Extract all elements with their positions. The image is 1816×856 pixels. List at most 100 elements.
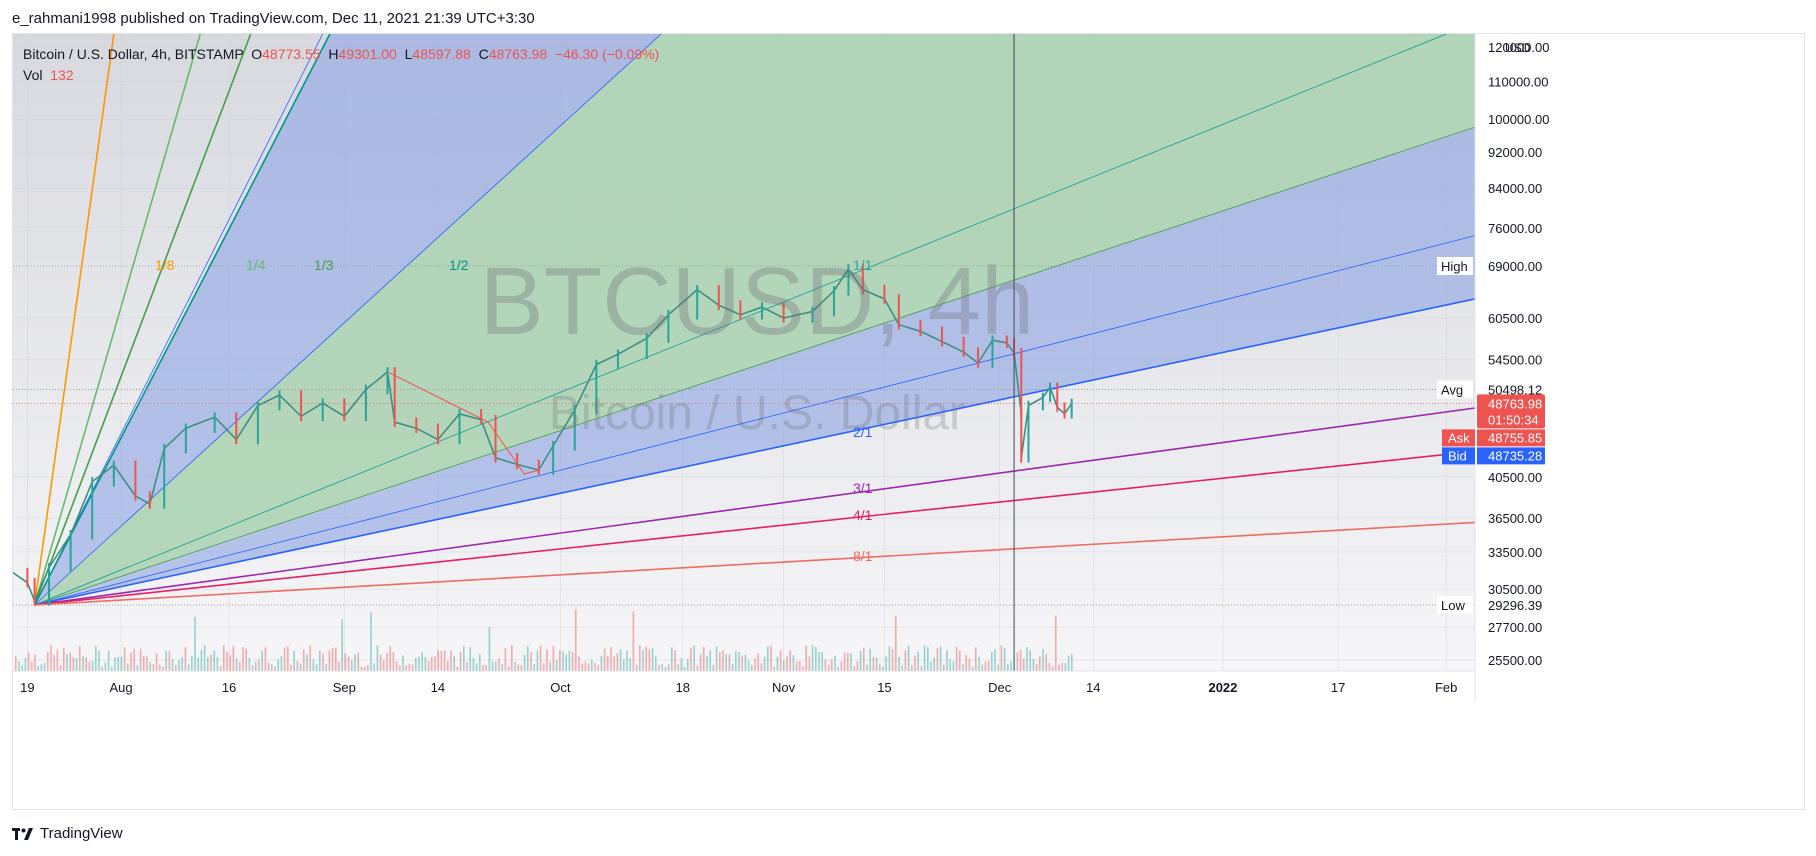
volume-bar	[504, 647, 507, 671]
volume-bar	[187, 664, 190, 671]
chart-panel[interactable]: BTCUSD, 4h Bitcoin / U.S. Dollar 1/8 1/4 1/3…	[12, 33, 1805, 810]
volume-bar	[450, 651, 452, 671]
volume-bar	[469, 647, 471, 671]
volume-bar	[63, 647, 65, 671]
volume-bar	[245, 648, 247, 671]
volume-bar	[43, 662, 46, 671]
volume-bar	[536, 650, 539, 671]
price-tick-label: 54500.00	[1488, 352, 1542, 367]
vol-label[interactable]: Vol	[23, 67, 43, 83]
symbol-legend: Bitcoin / U.S. Dollar, 4h, BITSTAMP O487…	[23, 44, 659, 86]
level-value: 69000.00	[1488, 259, 1542, 274]
volume-bar	[703, 646, 705, 671]
volume-bar	[344, 653, 347, 671]
volume-bar	[671, 647, 673, 671]
volume-bar	[987, 660, 990, 671]
volume-bar	[971, 666, 974, 671]
volume-bar	[143, 656, 145, 671]
volume-bar	[632, 611, 635, 671]
price-tick-label: 27700.00	[1488, 620, 1542, 635]
volume-bar	[232, 645, 235, 671]
volume-bar	[741, 655, 743, 671]
volume-bar	[850, 653, 852, 671]
volume-bar	[520, 664, 523, 671]
gann-line-1-8	[33, 34, 115, 606]
watermark-symbol: BTCUSD, 4h	[480, 248, 1035, 355]
volume-bar	[479, 654, 481, 671]
ask-tag-label-box	[1442, 429, 1475, 447]
gann-line-1-4	[33, 34, 202, 606]
gann-fan-green-zone	[34, 34, 1475, 606]
volume-bar	[405, 665, 407, 671]
volume-bar	[728, 654, 731, 671]
volume-bar	[578, 656, 580, 671]
volume-bar	[101, 666, 103, 671]
volume-bar	[376, 645, 379, 671]
price-tick-label: 120000.00	[1488, 40, 1549, 55]
price-series-line	[13, 267, 1073, 604]
volume-bar	[981, 664, 983, 671]
volume-bar	[584, 661, 587, 671]
tradingview-brand[interactable]: TradingView	[40, 825, 123, 842]
volume-bar	[738, 651, 740, 671]
volume-bar	[130, 652, 132, 671]
symbol-name[interactable]: Bitcoin / U.S. Dollar, 4h, BITSTAMP	[23, 46, 244, 62]
volume-bar	[559, 650, 561, 671]
volume-bar	[261, 650, 263, 671]
volume-bar	[1042, 648, 1044, 671]
volume-bar	[40, 664, 43, 671]
volume-bar	[200, 649, 203, 671]
fan-channel-line	[34, 235, 1475, 606]
volume-bar	[56, 649, 59, 671]
volume-bar	[114, 657, 116, 671]
volume-bar	[15, 656, 17, 671]
volume-bar	[59, 665, 62, 671]
volume-bar	[827, 664, 830, 671]
volume-bar	[843, 652, 846, 671]
bid-tag-label: Bid	[1448, 448, 1467, 463]
volume-bar	[706, 655, 708, 671]
volume-bar	[47, 652, 49, 671]
gann-label-4-1: 4/1	[853, 507, 873, 523]
volume-bar	[379, 654, 382, 671]
volume-bar	[322, 653, 324, 671]
volume-bar	[866, 664, 868, 671]
volume-bar	[818, 652, 820, 671]
volume-bar	[831, 659, 833, 671]
volume-bar	[959, 650, 961, 671]
volume-bar	[197, 657, 199, 671]
volume-bar	[731, 663, 734, 671]
volume-bar	[69, 652, 71, 671]
volume-bar	[943, 664, 945, 671]
volume-bar	[255, 661, 257, 671]
volume-bar	[725, 654, 727, 671]
volume-bar	[626, 650, 628, 671]
volume-bar	[770, 645, 772, 671]
time-tick-label: Sep	[333, 680, 356, 695]
last-price-tag	[1477, 394, 1545, 429]
volume-bar	[239, 661, 241, 671]
volume-bar	[139, 648, 142, 671]
volume-bar	[485, 665, 487, 671]
volume-bar	[783, 660, 785, 671]
volume-bar	[549, 661, 551, 671]
gann-line-1-1	[34, 34, 1447, 606]
volume-bar	[760, 663, 763, 671]
volume-bar	[859, 650, 862, 671]
volume-bar	[27, 652, 30, 671]
time-tick-label: 19	[20, 680, 34, 695]
volume-bar	[555, 660, 558, 671]
volume-bar	[952, 661, 955, 671]
volume-bar	[283, 647, 286, 671]
volume-bar	[367, 665, 369, 671]
plot-area	[13, 34, 1475, 671]
volume-bar	[802, 666, 804, 671]
price-chart[interactable]: BTCUSD, 4h Bitcoin / U.S. Dollar 1/8 1/4 1/3…	[13, 34, 1806, 811]
volume-bar	[152, 663, 155, 671]
level-tag-box	[1437, 257, 1473, 276]
volume-bar	[88, 661, 91, 671]
volume-bar	[517, 664, 519, 671]
gann-line-4-1	[34, 450, 1475, 606]
volume-bar	[395, 661, 398, 671]
volume-bar	[898, 656, 900, 671]
